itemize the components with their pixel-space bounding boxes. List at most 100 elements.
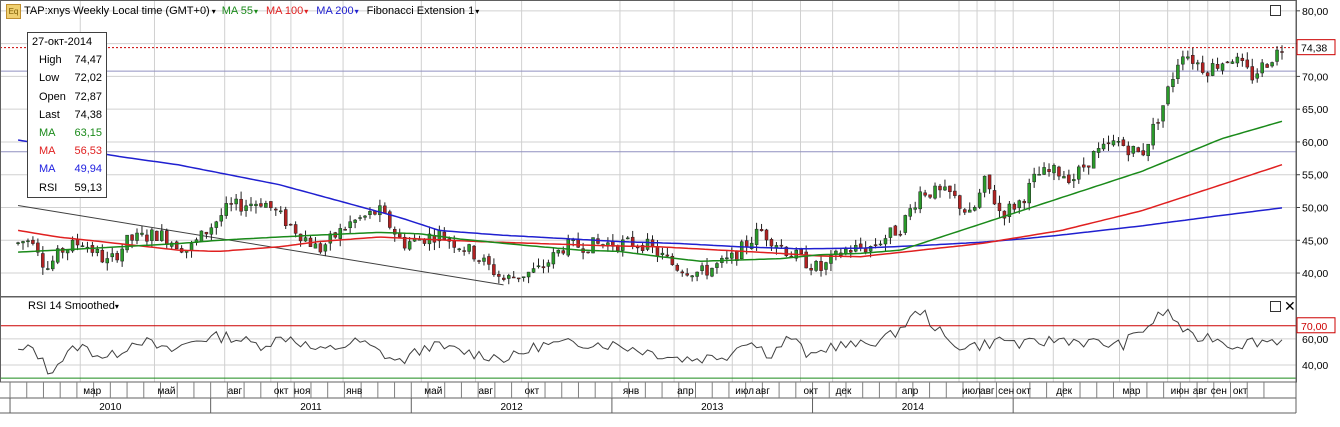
maximize-icon[interactable] <box>1270 5 1281 16</box>
eq-icon[interactable]: Eq <box>6 3 21 19</box>
candle-body <box>407 241 412 250</box>
candle-body <box>165 230 169 245</box>
candle-body <box>214 221 219 228</box>
ma55-legend[interactable]: MA 55▾ <box>221 5 258 17</box>
candle-body <box>784 246 789 256</box>
price-tick-label: 55,00 <box>1302 170 1328 182</box>
candle-body <box>145 234 149 242</box>
candle-body <box>963 209 967 213</box>
candle-body <box>487 256 491 265</box>
candle-body <box>749 242 754 249</box>
month-label: мар <box>1122 386 1140 397</box>
month-label: янв <box>346 386 362 397</box>
chart-legend: Eq TAP:xnys Weekly Local time (GMT+0) ▾ M… <box>6 3 487 19</box>
rsi-tick-label: 60,00 <box>1302 334 1328 346</box>
candle-body <box>402 236 407 249</box>
candle-body <box>130 234 134 241</box>
candle-body <box>497 274 501 277</box>
candle-body <box>1166 86 1170 105</box>
candle-body <box>264 202 268 208</box>
year-label: 2010 <box>99 402 122 413</box>
candle-body <box>705 264 709 276</box>
info-row: MA 63,15 <box>28 124 106 142</box>
candle-body <box>625 237 630 240</box>
candle-body <box>388 211 392 228</box>
candle-body <box>561 250 566 254</box>
panel-frames <box>0 0 1297 414</box>
month-label: авг <box>755 386 770 397</box>
chevron-down-icon[interactable]: ▾ <box>211 6 216 16</box>
candle-body <box>259 203 263 207</box>
candle-body <box>50 260 55 270</box>
candle-body <box>541 266 546 269</box>
candle-body <box>1037 174 1041 176</box>
candle-body <box>1007 203 1012 217</box>
candle-body <box>992 190 997 205</box>
candle-body <box>1280 51 1284 53</box>
candle-body <box>507 275 511 279</box>
candle-body <box>953 190 957 196</box>
candle-body <box>303 237 308 242</box>
candle-body <box>759 229 764 232</box>
candle-body <box>1052 165 1056 174</box>
fib-legend[interactable]: Fibonacci Extension 1▾ <box>366 5 480 17</box>
candle-body <box>31 239 35 244</box>
info-row: MA 56,53 <box>28 142 106 160</box>
candle-body <box>502 277 506 280</box>
candle-body <box>1235 56 1240 64</box>
candle-body <box>1205 72 1210 77</box>
candle-body <box>536 265 541 268</box>
candle-body <box>467 244 471 252</box>
ohlc-info-box: 27-окт-2014 High 74,47 Low 72,02 Open 72,87 La… <box>27 32 107 198</box>
candle-body <box>1220 63 1225 71</box>
candle-body <box>1042 167 1046 175</box>
candle-body <box>660 252 665 256</box>
info-value: 49,94 <box>74 163 102 176</box>
candle-body <box>987 174 992 190</box>
candle-body <box>1265 64 1269 68</box>
candle-body <box>378 205 382 216</box>
price-tick-label: 45,00 <box>1302 235 1328 247</box>
candle-body <box>739 241 744 260</box>
candle-body <box>80 245 85 248</box>
candle-body <box>120 248 124 262</box>
candle-body <box>566 239 570 256</box>
candle-body <box>1012 203 1017 210</box>
candle-body <box>967 209 972 213</box>
candle-body <box>274 208 278 211</box>
info-key: High <box>39 54 62 67</box>
close-icon[interactable]: ✕ <box>1284 298 1296 314</box>
symbol-label[interactable]: TAP:xnys Weekly Local time (GMT+0) <box>24 5 210 17</box>
candle-body <box>1067 174 1071 183</box>
maximize-icon[interactable] <box>1270 301 1281 312</box>
candle-body <box>1260 62 1264 74</box>
candle-body <box>873 244 878 246</box>
candle-body <box>383 205 387 214</box>
year-label: 2012 <box>500 402 523 413</box>
candle-body <box>219 215 224 222</box>
candle-body <box>1126 145 1131 156</box>
candle-body <box>41 253 45 268</box>
last-price-label: 74,38 <box>1301 43 1327 55</box>
axis-labels: 40,0045,0050,0055,0060,0065,0070,0075,00… <box>9 6 1336 413</box>
ma100-legend[interactable]: MA 100▾ <box>265 5 309 17</box>
candle-body <box>1161 105 1165 122</box>
candle-body <box>1141 150 1145 156</box>
candle-body <box>700 265 704 271</box>
candle-body <box>1255 73 1259 79</box>
candle-body <box>70 239 75 252</box>
rsi-title[interactable]: RSI 14 Smoothed▾ <box>28 300 119 312</box>
candle-body <box>244 205 248 211</box>
candle-body <box>457 248 461 251</box>
price-tick-label: 70,00 <box>1302 71 1328 83</box>
ma200-legend[interactable]: MA 200▾ <box>316 5 359 17</box>
candle-body <box>730 252 734 259</box>
candle-body <box>948 185 952 193</box>
candle-body <box>1131 145 1136 154</box>
candle-body <box>1116 141 1121 143</box>
month-label: мар <box>83 386 101 397</box>
candle-body <box>348 221 352 229</box>
info-key: Last <box>39 108 60 121</box>
candle-body <box>1091 151 1096 169</box>
